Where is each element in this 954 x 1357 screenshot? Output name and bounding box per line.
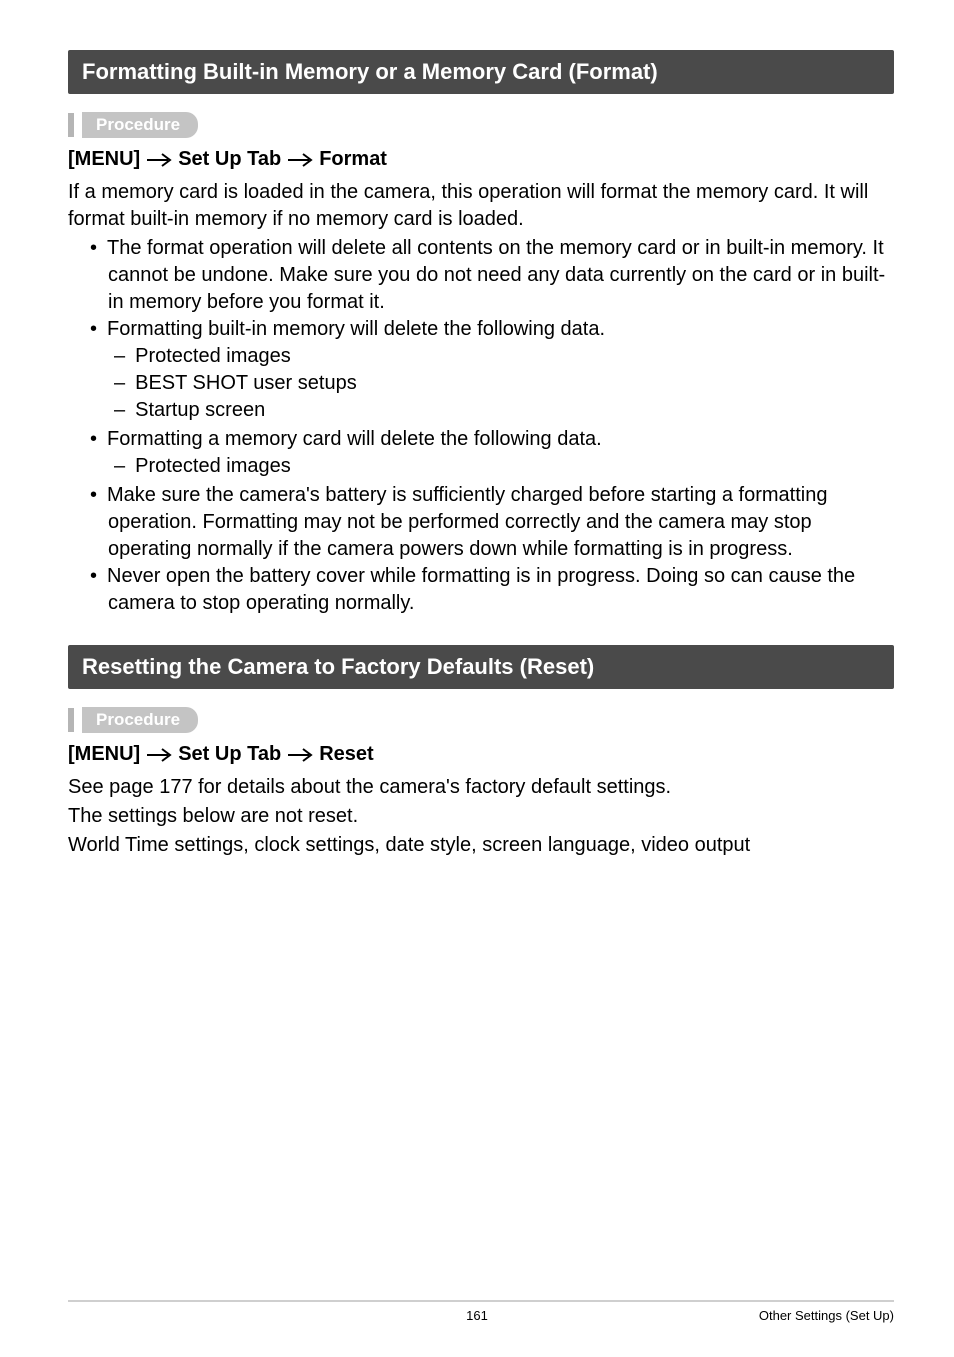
menu-path-part: Set Up Tab xyxy=(178,148,281,171)
list-item: Formatting built-in memory will delete t… xyxy=(68,316,894,343)
procedure-label: Procedure xyxy=(82,707,198,733)
page-footer: 161 Other Settings (Set Up) xyxy=(0,1300,954,1323)
arrow-right-icon xyxy=(287,748,313,762)
arrow-right-icon xyxy=(146,748,172,762)
list-item: Never open the battery cover while forma… xyxy=(68,563,894,617)
list-item: Formatting a memory card will delete the… xyxy=(68,426,894,453)
page-number: 161 xyxy=(466,1308,488,1323)
dash-list: Protected images xyxy=(68,453,894,480)
list-item: BEST SHOT user setups xyxy=(68,370,894,397)
list-item: Startup screen xyxy=(68,397,894,424)
menu-path-reset: [MENU] Set Up Tab Reset xyxy=(68,743,894,766)
dash-list: Protected images BEST SHOT user setups S… xyxy=(68,343,894,424)
list-item: Protected images xyxy=(68,343,894,370)
intro-text: If a memory card is loaded in the camera… xyxy=(68,179,894,233)
procedure-bar-icon xyxy=(68,708,74,732)
menu-path-part: Format xyxy=(319,148,387,171)
menu-path-part: Set Up Tab xyxy=(178,743,281,766)
menu-path-part: [MENU] xyxy=(68,148,140,171)
footer-divider xyxy=(68,1300,894,1302)
menu-path-format: [MENU] Set Up Tab Format xyxy=(68,148,894,171)
section-heading-reset: Resetting the Camera to Factory Defaults… xyxy=(68,645,894,689)
bullet-list: Formatting a memory card will delete the… xyxy=(68,426,894,453)
arrow-right-icon xyxy=(146,153,172,167)
arrow-right-icon xyxy=(287,153,313,167)
footer-section-title: Other Settings (Set Up) xyxy=(759,1308,894,1323)
menu-path-part: [MENU] xyxy=(68,743,140,766)
bullet-list: The format operation will delete all con… xyxy=(68,235,894,343)
list-item: The format operation will delete all con… xyxy=(68,235,894,316)
procedure-label: Procedure xyxy=(82,112,198,138)
list-item: Make sure the camera's battery is suffic… xyxy=(68,482,894,563)
procedure-label-row: Procedure xyxy=(68,707,894,733)
bullet-list: Make sure the camera's battery is suffic… xyxy=(68,482,894,617)
body-text: See page 177 for details about the camer… xyxy=(68,774,894,801)
body-text: The settings below are not reset. xyxy=(68,803,894,830)
menu-path-part: Reset xyxy=(319,743,373,766)
section-heading-format: Formatting Built-in Memory or a Memory C… xyxy=(68,50,894,94)
procedure-bar-icon xyxy=(68,113,74,137)
list-item: Protected images xyxy=(68,453,894,480)
body-text: World Time settings, clock settings, dat… xyxy=(68,832,894,859)
procedure-label-row: Procedure xyxy=(68,112,894,138)
